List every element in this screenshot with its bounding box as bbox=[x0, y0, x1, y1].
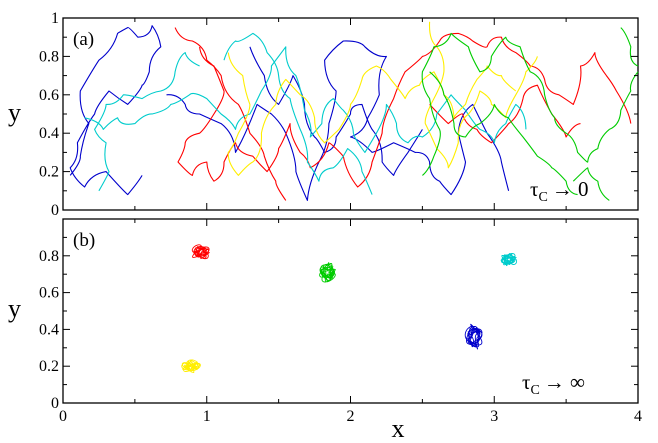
panel-a-ticks: 0 0.2 0.4 0.6 0.8 1 bbox=[39, 10, 639, 219]
x-tick-label: 3 bbox=[490, 408, 498, 425]
x-tick-label: 4 bbox=[634, 408, 642, 425]
trajectory-line bbox=[572, 167, 610, 201]
panel-a-label: (a) bbox=[73, 29, 94, 50]
trajectory-line bbox=[174, 27, 287, 201]
trapped-trajectory bbox=[500, 252, 518, 267]
x-axis-label: x bbox=[392, 414, 405, 443]
trajectory-line bbox=[84, 46, 527, 153]
trapped-trajectory bbox=[319, 262, 336, 283]
panel-b-y-axis-label: y bbox=[8, 294, 21, 323]
y-tick-label: 0.8 bbox=[39, 48, 59, 65]
trajectory-line bbox=[166, 40, 510, 201]
panel-a-y-axis-label: y bbox=[8, 98, 21, 127]
x-tick-label: 1 bbox=[203, 408, 211, 425]
trajectory-line bbox=[223, 32, 373, 195]
trajectory-line bbox=[620, 27, 639, 67]
y-tick-label: 0.4 bbox=[39, 125, 59, 142]
trajectory-line bbox=[424, 21, 538, 169]
panel-b-ticks: 0 0.2 0.4 0.6 0.8 0 1 2 3 4 bbox=[39, 219, 642, 425]
trajectory-line bbox=[429, 71, 578, 196]
y-tick-label: 0.4 bbox=[39, 321, 59, 338]
panel-b-label: (b) bbox=[73, 230, 95, 251]
trajectory-line bbox=[94, 52, 200, 192]
trapped-trajectory bbox=[464, 323, 483, 350]
panel-b-annotation: τC → ∞ bbox=[522, 370, 585, 398]
trajectory-line bbox=[429, 84, 581, 144]
trajectory-line bbox=[69, 25, 162, 196]
tau-symbol: τ bbox=[522, 370, 530, 394]
tau-symbol: τ bbox=[530, 177, 538, 201]
tau-subscript: C bbox=[538, 190, 547, 205]
trajectory-line bbox=[421, 32, 639, 176]
x-tick-label: 2 bbox=[347, 408, 355, 425]
panel-a: 0 0.2 0.4 0.6 0.8 1 (a) y τC → 0 bbox=[8, 10, 639, 219]
panel-b-trajectories bbox=[181, 244, 518, 373]
y-tick-label: 0.6 bbox=[39, 285, 59, 302]
trajectory-line bbox=[177, 32, 632, 188]
y-tick-label: 0.6 bbox=[39, 87, 59, 104]
limit-relation: → ∞ bbox=[544, 370, 585, 394]
trajectory-line bbox=[227, 52, 517, 176]
panel-a-annotation: τC → 0 bbox=[530, 177, 589, 205]
y-tick-label: 1 bbox=[51, 10, 59, 27]
tau-subscript: C bbox=[530, 383, 539, 398]
y-tick-label: 0 bbox=[51, 395, 59, 412]
panel-a-trajectories bbox=[69, 21, 639, 201]
x-tick-label: 0 bbox=[59, 408, 67, 425]
panel-b: 0 0.2 0.4 0.6 0.8 0 1 2 3 4 (b) y x τC → ∞ bbox=[8, 218, 642, 443]
trapped-trajectory bbox=[191, 244, 210, 260]
y-tick-label: 0.2 bbox=[39, 164, 59, 181]
trapped-trajectory bbox=[181, 359, 201, 373]
limit-relation: → 0 bbox=[552, 177, 589, 201]
y-tick-label: 0.8 bbox=[39, 248, 59, 265]
y-tick-label: 0.2 bbox=[39, 358, 59, 375]
y-tick-label: 0 bbox=[51, 202, 59, 219]
